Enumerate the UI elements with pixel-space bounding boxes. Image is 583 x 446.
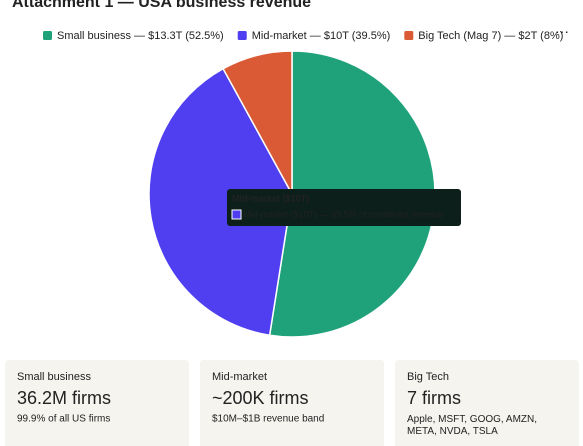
tooltip-swatch (231, 209, 242, 220)
card-label: Mid-market (212, 371, 267, 383)
pie-slice (222, 50, 293, 195)
card-note-line: META, NVDA, TSLA (407, 426, 498, 437)
chart-title: Attachment 1 — USA business revenue (12, 0, 311, 11)
tooltip-box (227, 189, 461, 226)
legend-label: Big Tech (Mag 7) — $2T (8%) (418, 30, 563, 42)
card-note: 99.9% of all US firms (17, 414, 110, 425)
card (5, 360, 189, 446)
card-value: ~200K firms (212, 388, 309, 408)
pie-slice (148, 67, 293, 337)
more-button[interactable]: ⋯ (555, 24, 569, 40)
tooltip-text: Mid-market ($10T) — 39.5% of combined re… (243, 209, 443, 219)
card-note: Apple, MSFT, GOOG, AMZN, META, NVDA, TSLA (407, 414, 537, 437)
card-value: 36.2M firms (17, 388, 111, 408)
tooltip-title: Mid-market ($10T) (232, 193, 309, 203)
card-label: Small business (17, 371, 91, 383)
card-note: $10M–$1B revenue band (212, 414, 324, 425)
legend-label: Mid-market — $10T (39.5%) (252, 30, 391, 42)
legend-label: Small business — $13.3T (52.5%) (57, 30, 224, 42)
legend-swatch (43, 31, 52, 40)
card (200, 360, 384, 446)
card-label: Big Tech (407, 371, 449, 383)
tooltip: Mid-market ($10T) Mid-market ($10T) — 39.… (227, 189, 461, 226)
card-value: 7 firms (407, 388, 461, 408)
card (395, 360, 579, 446)
card-note-line: Apple, MSFT, GOOG, AMZN, (407, 414, 537, 425)
legend-swatch (404, 31, 414, 40)
legend-swatch (237, 31, 247, 40)
